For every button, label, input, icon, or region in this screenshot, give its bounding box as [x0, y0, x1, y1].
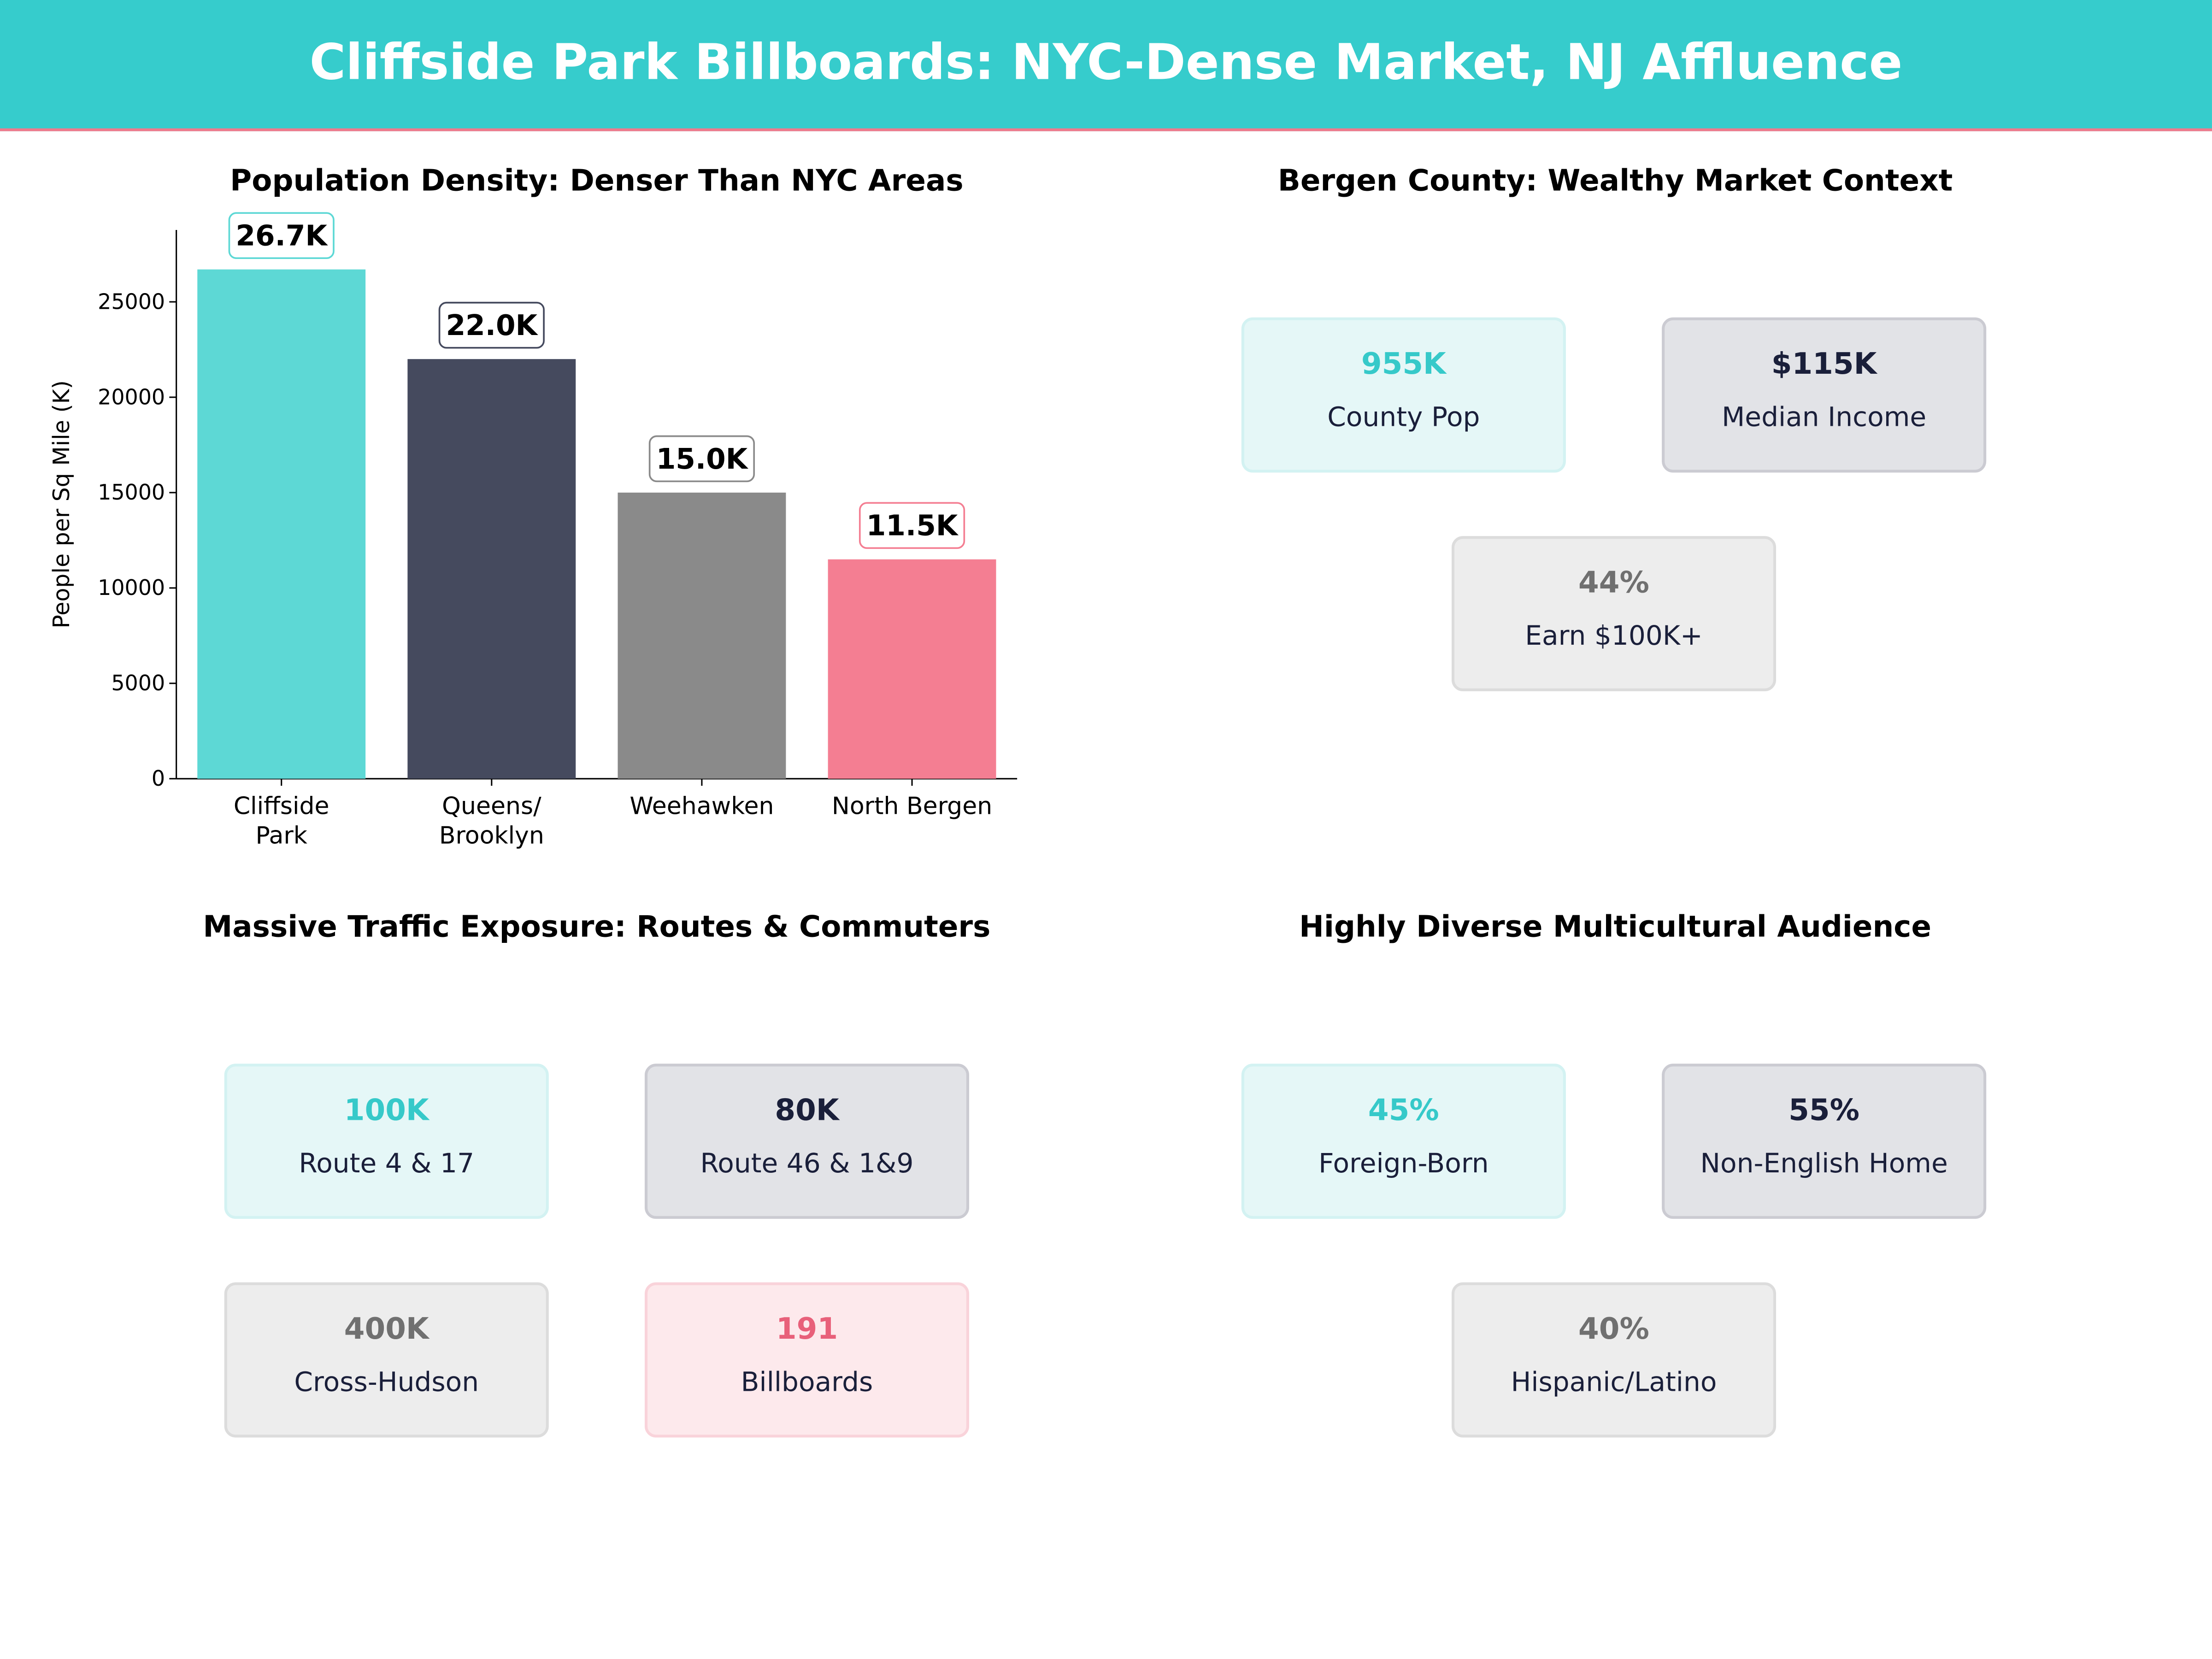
y-tick-label: 10000 — [98, 575, 165, 600]
data-label: 15.0K — [656, 443, 749, 476]
bar — [197, 269, 366, 779]
data-label-box — [228, 212, 335, 259]
stat-label: Route 46 & 1&9 — [700, 1148, 914, 1180]
bar — [618, 492, 786, 779]
stat-card-hispanic-latino: 40% Hispanic/Latino — [1451, 1282, 1777, 1438]
stat-value: 400K — [344, 1312, 429, 1346]
data-label-box — [859, 502, 965, 549]
data-label: 26.7K — [235, 220, 328, 253]
stat-card-billboards: 191 Billboards — [644, 1282, 970, 1438]
stat-card-county-pop: 955K County Pop — [1241, 317, 1566, 473]
stat-label: County Pop — [1327, 402, 1480, 433]
stat-value: 80K — [775, 1093, 839, 1127]
stat-value: 44% — [1578, 565, 1649, 600]
y-axis-label: People per Sq Mile (K) — [48, 380, 75, 628]
stat-card-median-income: $115K Median Income — [1662, 317, 1987, 473]
traffic-panel-title: Massive Traffic Exposure: Routes & Commu… — [203, 910, 991, 944]
page-title: Cliffside Park Billboards: NYC-Dense Mar… — [309, 35, 1903, 92]
stat-value: 100K — [344, 1093, 429, 1127]
chart-title: Population Density: Denser Than NYC Area… — [230, 164, 964, 198]
diversity-panel-title: Highly Diverse Multicultural Audience — [1299, 910, 1932, 944]
stat-value: 55% — [1788, 1093, 1860, 1127]
stat-label: Hispanic/Latino — [1511, 1367, 1717, 1398]
stat-label: Non-English Home — [1700, 1148, 1948, 1180]
x-tick-label: Cliffside Park — [234, 792, 329, 849]
y-tick-label: 25000 — [98, 289, 165, 314]
stat-card-non-english-home: 55% Non-English Home — [1662, 1064, 1987, 1219]
density-bar-chart: 0 5000 10000 15000 20000 25000 People per Sq M… — [48, 212, 1018, 850]
x-tick-label: Queens/Brooklyn — [439, 792, 544, 849]
stat-label: Route 4 & 17 — [299, 1148, 475, 1180]
y-tick-label: 15000 — [98, 480, 165, 505]
data-label-box — [438, 301, 545, 349]
y-tick-label: 5000 — [111, 671, 165, 695]
header-banner: Cliffside Park Billboards: NYC-Dense Mar… — [0, 0, 2212, 131]
data-label: 22.0K — [446, 309, 539, 342]
bar — [407, 359, 576, 779]
stat-label: Earn $100K+ — [1525, 620, 1703, 652]
stat-value: 955K — [1361, 347, 1446, 381]
stat-card-foreign-born: 45% Foreign-Born — [1241, 1064, 1566, 1219]
stat-label: Median Income — [1722, 402, 1927, 433]
stat-card-route-46: 80K Route 46 & 1&9 — [644, 1064, 970, 1219]
y-tick-label: 20000 — [98, 384, 165, 409]
x-tick-label: North Bergen — [832, 792, 992, 820]
stat-value: 191 — [776, 1312, 838, 1346]
stat-value: 45% — [1368, 1093, 1439, 1127]
data-label: 11.5K — [866, 510, 959, 542]
bar — [828, 559, 996, 779]
stat-value: 40% — [1578, 1312, 1649, 1346]
stat-card-earn-100k: 44% Earn $100K+ — [1451, 536, 1777, 691]
data-label-box — [648, 435, 755, 482]
stat-card-route-4-17: 100K Route 4 & 17 — [224, 1064, 549, 1219]
stat-label: Billboards — [741, 1367, 873, 1398]
x-tick-label: Weehawken — [629, 792, 774, 820]
stat-card-cross-hudson: 400K Cross-Hudson — [224, 1282, 549, 1438]
stat-label: Foreign-Born — [1318, 1148, 1489, 1180]
y-tick-label: 0 — [152, 766, 165, 791]
market-panel-title: Bergen County: Wealthy Market Context — [1277, 164, 1953, 198]
stat-label: Cross-Hudson — [294, 1367, 479, 1398]
stat-value: $115K — [1771, 347, 1877, 381]
